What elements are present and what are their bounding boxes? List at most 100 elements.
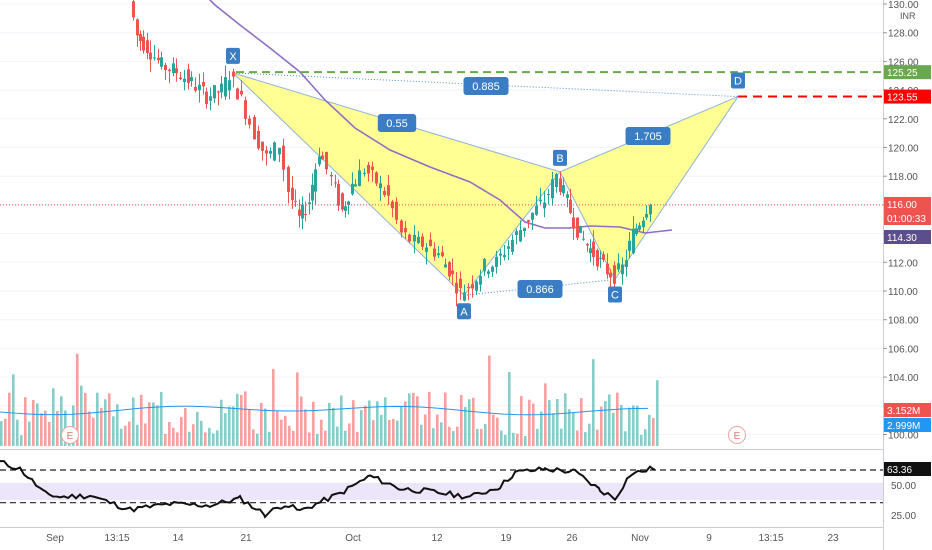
point-label-box bbox=[226, 47, 240, 64]
candle-body bbox=[198, 84, 201, 91]
candle-body bbox=[503, 255, 506, 258]
candle-body bbox=[491, 266, 494, 272]
rsi-tick-label: 25.00 bbox=[891, 511, 916, 522]
candle-body bbox=[451, 270, 454, 275]
price-axis[interactable]: 130.00128.00126.00124.00122.00120.00118.… bbox=[883, 0, 932, 550]
volume-bar bbox=[28, 421, 31, 446]
volume-bar bbox=[120, 428, 123, 446]
volume-bar bbox=[332, 407, 335, 446]
volume-bar bbox=[164, 433, 167, 446]
volume-bar bbox=[432, 428, 435, 446]
candle-body bbox=[383, 191, 386, 196]
volume-bar bbox=[624, 431, 627, 446]
volume-bar bbox=[136, 424, 139, 446]
volume-bar bbox=[220, 399, 223, 446]
candle-body bbox=[632, 228, 635, 253]
point-label-c: C bbox=[611, 290, 619, 302]
volume-bar bbox=[584, 432, 587, 446]
volume-bar bbox=[424, 414, 427, 446]
candle-body bbox=[341, 193, 344, 210]
candle-body bbox=[132, 1, 135, 18]
volume-bar bbox=[116, 404, 119, 446]
candle-body bbox=[354, 184, 357, 187]
volume-bar bbox=[176, 432, 179, 446]
volume-bar bbox=[200, 420, 203, 446]
candle-body bbox=[471, 284, 474, 289]
volume-bar bbox=[300, 396, 303, 446]
volume-bar bbox=[516, 433, 519, 446]
volume-ma-line bbox=[0, 405, 649, 416]
rsi-tick-label: 50.00 bbox=[891, 481, 916, 492]
candle-body bbox=[429, 239, 432, 246]
volume-bar bbox=[72, 405, 75, 446]
candle-body bbox=[602, 254, 605, 260]
candle-body bbox=[308, 202, 311, 205]
volume-bar bbox=[88, 411, 91, 446]
volume-bar bbox=[504, 434, 507, 446]
volume-bar bbox=[608, 394, 611, 446]
level-tag-125: 125.25 bbox=[887, 68, 918, 79]
candle-body bbox=[311, 184, 314, 201]
candle-body bbox=[146, 40, 149, 53]
candle-body bbox=[351, 183, 354, 195]
volume-bar bbox=[336, 426, 339, 446]
volume-bar bbox=[168, 421, 171, 446]
volume-bar bbox=[592, 359, 595, 446]
candle-body bbox=[531, 212, 534, 220]
last-price-tag: 116.00 bbox=[887, 200, 917, 211]
candle-body bbox=[609, 272, 612, 278]
volume-bar bbox=[24, 397, 27, 446]
volume-tag-2-box bbox=[884, 418, 931, 432]
candle-body bbox=[157, 57, 160, 61]
volume-bar bbox=[428, 391, 431, 446]
candle-body bbox=[582, 238, 585, 240]
volume-tag-1-box bbox=[884, 403, 931, 417]
volume-bar bbox=[172, 427, 175, 446]
volume-bar bbox=[12, 374, 15, 446]
point-label-d: D bbox=[734, 76, 742, 88]
volume-bar bbox=[644, 429, 647, 446]
price-tick-label: 100.00 bbox=[888, 431, 919, 442]
volume-bar bbox=[588, 423, 591, 446]
candle-body bbox=[257, 131, 260, 149]
candle-body bbox=[539, 199, 542, 202]
point-label-box bbox=[457, 303, 471, 320]
earnings-marker bbox=[728, 426, 746, 444]
volume-bar bbox=[260, 402, 263, 446]
time-axis[interactable]: Sep 13:15 14 21 Oct 12 19 26 Nov 9 13:15 23 bbox=[46, 533, 839, 544]
volume-bar bbox=[628, 407, 631, 446]
volume-bar bbox=[248, 409, 251, 446]
ma-value-tag: 114.30 bbox=[887, 233, 917, 244]
volume-bar bbox=[44, 410, 47, 446]
candles bbox=[132, 0, 652, 307]
volume-bar bbox=[376, 401, 379, 446]
volume-bar bbox=[92, 417, 95, 446]
volume-bar bbox=[96, 392, 99, 446]
volume-bar bbox=[436, 414, 439, 446]
candle-body bbox=[213, 85, 216, 99]
price-tick-label: 108.00 bbox=[888, 316, 919, 327]
price-tick-label: 118.00 bbox=[888, 172, 918, 183]
candle-body bbox=[515, 231, 518, 235]
time-tick-label: Sep bbox=[46, 533, 64, 544]
candle-body bbox=[179, 77, 182, 80]
candle-body bbox=[168, 69, 171, 72]
volume-bar bbox=[196, 411, 199, 446]
volume-bar bbox=[492, 414, 495, 446]
candle-body bbox=[330, 174, 333, 177]
volume-bar bbox=[212, 433, 215, 446]
volume-bar bbox=[616, 392, 619, 446]
volume-bar bbox=[512, 432, 515, 446]
volume-bar bbox=[360, 410, 363, 446]
volume-bar bbox=[576, 430, 579, 446]
candle-body bbox=[190, 77, 193, 82]
volume-bar bbox=[324, 430, 327, 446]
candle-body bbox=[217, 91, 220, 93]
volume-bar bbox=[148, 402, 151, 446]
price-tick-label: 106.00 bbox=[888, 344, 919, 355]
volume-bar bbox=[380, 414, 383, 446]
volume-bar bbox=[244, 391, 247, 446]
volume-bar bbox=[8, 392, 11, 446]
volume-bar bbox=[476, 428, 479, 446]
